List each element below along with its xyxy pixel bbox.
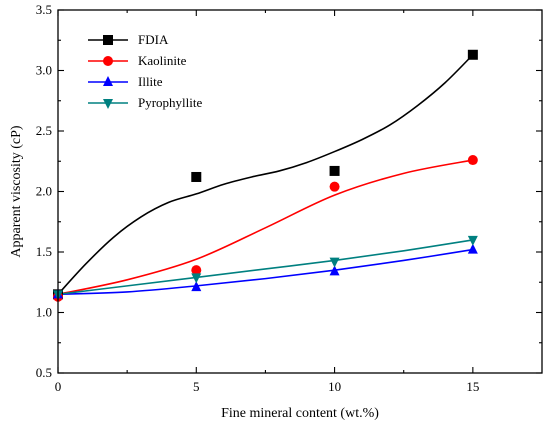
legend-marker-pyrophyllite: [103, 99, 113, 109]
x-tick-label: 15: [466, 379, 479, 394]
legend-marker-fdia: [103, 35, 113, 45]
series-line-kaolinite: [57, 159, 474, 296]
y-axis-title: Apparent viscosity (cP): [9, 125, 24, 258]
data-point-illite: [329, 265, 340, 276]
data-point-pyrophyllite: [329, 257, 340, 268]
data-point-illite: [191, 281, 202, 292]
data-point-pyrophyllite: [191, 273, 202, 284]
x-tick-label: 10: [328, 379, 341, 394]
x-tick-label: 0: [55, 379, 62, 394]
fit-curves: [57, 54, 474, 296]
data-point-pyrophyllite: [467, 235, 478, 246]
series-line-fdia: [57, 54, 474, 295]
x-axis-title: Fine mineral content (wt.%): [221, 406, 379, 421]
y-tick-label: 3.0: [36, 63, 52, 78]
series-line-pyrophyllite: [57, 239, 473, 296]
legend-label-kaolinite: Kaolinite: [138, 53, 187, 68]
y-tick-label: 3.5: [36, 2, 52, 17]
data-point-illite: [467, 243, 478, 254]
legend-label-pyrophyllite: Pyrophyllite: [138, 95, 203, 110]
data-point-fdia: [191, 171, 202, 182]
plot-frame: [57, 9, 543, 374]
axes: 0 5 10 15 0.5 1.0 1.5 2.0 2.5 3.0 3.5: [36, 2, 543, 394]
legend-marker-kaolinite: [103, 56, 113, 66]
legend: FDIA Kaolinite Illite Pyrophyllite: [88, 32, 203, 110]
data-markers: [53, 49, 478, 302]
legend-label-illite: Illite: [138, 74, 163, 89]
legend-label-fdia: FDIA: [138, 32, 169, 47]
y-tick-label: 0.5: [36, 365, 52, 380]
y-tick-label: 1.5: [36, 244, 52, 259]
data-point-kaolinite: [329, 181, 340, 192]
data-point-kaolinite: [191, 265, 202, 276]
data-point-fdia: [467, 49, 478, 60]
x-tick-label: 5: [193, 379, 200, 394]
y-tick-label: 1.0: [36, 305, 52, 320]
legend-marker-illite: [103, 76, 113, 86]
data-point-fdia: [329, 165, 340, 176]
y-tick-label: 2.0: [36, 184, 52, 199]
y-tick-label: 2.5: [36, 123, 52, 138]
data-point-kaolinite: [467, 155, 478, 166]
series-line-illite: [57, 248, 473, 296]
